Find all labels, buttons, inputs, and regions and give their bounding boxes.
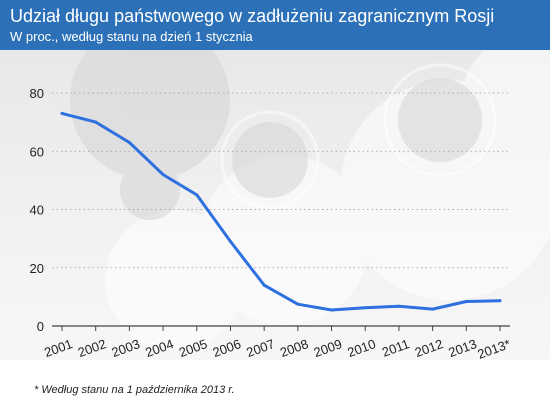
y-tick-label: 40	[30, 203, 44, 218]
data-point	[296, 302, 300, 306]
plot-background	[0, 50, 550, 360]
x-tick-label: 2013	[446, 336, 478, 360]
series-layer	[60, 111, 502, 312]
data-point	[94, 120, 98, 124]
x-tick-label: 2002	[76, 336, 108, 360]
x-tick-label: 2012	[413, 336, 445, 360]
y-tick-label: 80	[30, 86, 44, 101]
x-tick-label: 2006	[211, 336, 243, 360]
chart-subtitle: W proc., według stanu na dzień 1 styczni…	[10, 29, 253, 44]
y-tick-label: 0	[37, 319, 44, 334]
x-tick-label: 2004	[143, 336, 175, 360]
x-tick-label: 2005	[177, 336, 209, 360]
data-point	[498, 299, 502, 303]
y-tick-label: 60	[30, 144, 44, 159]
data-point	[228, 240, 232, 244]
gridlines	[52, 92, 510, 327]
data-point	[464, 300, 468, 304]
data-point	[330, 308, 334, 312]
data-point	[363, 306, 367, 310]
data-point	[431, 307, 435, 311]
x-tick-label: 2013*	[475, 336, 512, 362]
data-point	[127, 141, 131, 145]
data-point	[397, 304, 401, 308]
matryoshka-watermark-icon	[70, 50, 550, 350]
data-point	[60, 111, 64, 115]
footnote: * Według stanu na 1 października 2013 r.	[34, 384, 235, 396]
data-point	[195, 193, 199, 197]
data-point	[161, 173, 165, 177]
y-tick-label: 20	[30, 261, 44, 276]
x-tick-label: 2009	[312, 336, 344, 360]
x-tick-label: 2003	[110, 336, 142, 360]
x-tick-label: 2007	[244, 336, 276, 360]
series-line	[60, 111, 502, 312]
chart-title: Udział długu państwowego w zadłużeniu za…	[10, 6, 495, 26]
chart-header: Udział długu państwowego w zadłużeniu za…	[0, 0, 550, 50]
x-tick-label: 2001	[42, 336, 74, 360]
x-tick-label: 2011	[380, 336, 411, 360]
x-tick-label: 2008	[278, 336, 310, 360]
data-point	[262, 283, 266, 287]
x-tick-label: 2010	[345, 336, 377, 360]
